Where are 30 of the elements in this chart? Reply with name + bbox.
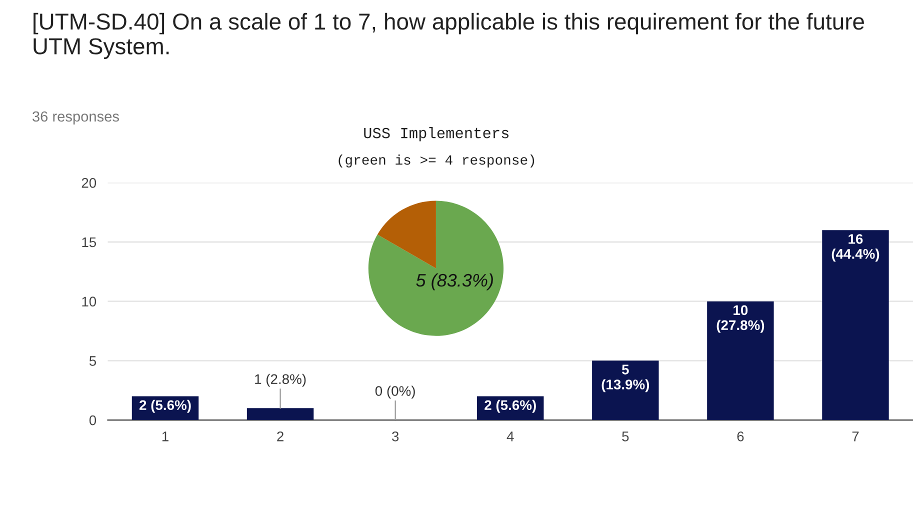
bar xyxy=(707,301,774,420)
data-label: 5 (13.9%) xyxy=(602,364,650,392)
bar xyxy=(592,360,659,420)
x-tick-label: 4 xyxy=(506,432,514,442)
data-label: 16 (44.4%) xyxy=(832,234,880,262)
data-label: 1 (2.8%) xyxy=(255,374,306,387)
chart-title: USS Implementers xyxy=(364,127,508,142)
chart-title: [UTM-SD.40] On a scale of 1 to 7, how applicable is this requirement for the future UTM System. xyxy=(34,12,864,59)
y-tick-label: 0 xyxy=(89,415,96,426)
x-tick-label: 1 xyxy=(162,432,168,442)
x-tick-label: 2 xyxy=(277,432,284,442)
x-tick-label: 6 xyxy=(737,432,744,442)
data-label: 5 (83.3%) xyxy=(416,273,493,290)
bar xyxy=(246,408,314,420)
x-tick-label: 7 xyxy=(852,432,859,442)
x-tick-label: 3 xyxy=(392,432,399,442)
bar xyxy=(822,230,889,420)
x-tick-label: 5 xyxy=(622,432,629,442)
y-tick-label: 5 xyxy=(89,356,96,366)
data-label: 0 (0%) xyxy=(375,386,415,399)
chart-subtitle: (green is >= 4 response) xyxy=(338,154,534,168)
chart-subtitle: 36 responses xyxy=(32,111,119,125)
y-tick-label: 15 xyxy=(82,237,96,248)
data-label: 2 (5.6%) xyxy=(139,400,191,413)
y-tick-label: 20 xyxy=(82,178,96,188)
data-label: 10 (27.8%) xyxy=(716,305,764,333)
pie-slice xyxy=(368,200,504,336)
y-tick-label: 10 xyxy=(82,296,96,307)
pie-slice xyxy=(377,200,436,268)
data-label: 2 (5.6%) xyxy=(484,400,536,413)
